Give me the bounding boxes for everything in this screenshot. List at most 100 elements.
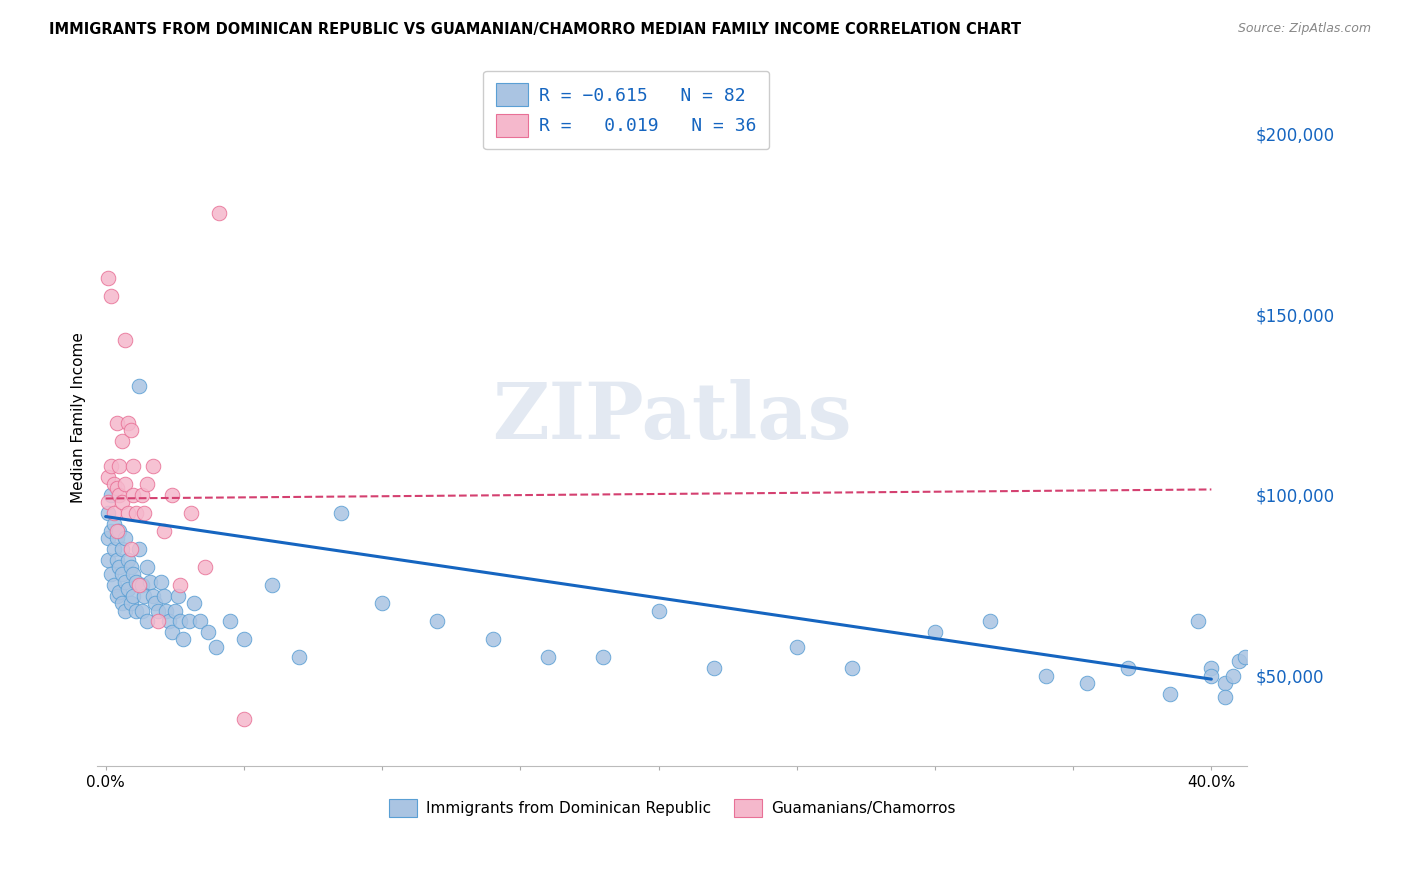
Point: [117, 553, 139, 567]
Point: [1201, 661, 1223, 675]
Point: [131, 488, 153, 502]
Point: [169, 615, 191, 629]
Point: [1076, 675, 1098, 690]
Point: [160, 625, 183, 640]
Point: [100, 524, 122, 538]
Point: [128, 379, 150, 393]
Point: [97, 506, 120, 520]
Point: [111, 567, 134, 582]
Point: [1118, 661, 1140, 675]
Point: [136, 615, 159, 629]
Point: [134, 506, 156, 520]
Point: [180, 506, 202, 520]
Point: [155, 603, 177, 617]
Legend: Immigrants from Dominican Republic, Guamanians/Chamorros: Immigrants from Dominican Republic, Guam…: [382, 791, 963, 824]
Point: [371, 596, 394, 610]
Point: [1159, 687, 1181, 701]
Point: [111, 434, 134, 448]
Point: [97, 553, 120, 567]
Point: [260, 578, 283, 592]
Point: [142, 458, 165, 473]
Point: [105, 481, 128, 495]
Point: [103, 578, 125, 592]
Point: [703, 661, 725, 675]
Text: IMMIGRANTS FROM DOMINICAN REPUBLIC VS GUAMANIAN/CHAMORRO MEDIAN FAMILY INCOME CO: IMMIGRANTS FROM DOMINICAN REPUBLIC VS GU…: [49, 22, 1021, 37]
Text: ZIPatlas: ZIPatlas: [492, 379, 852, 455]
Point: [122, 589, 145, 603]
Point: [103, 477, 125, 491]
Point: [131, 603, 153, 617]
Point: [205, 640, 228, 654]
Point: [152, 524, 174, 538]
Point: [232, 712, 254, 726]
Point: [1187, 615, 1209, 629]
Point: [136, 560, 159, 574]
Point: [108, 458, 131, 473]
Point: [183, 596, 205, 610]
Point: [97, 271, 120, 285]
Point: [1222, 668, 1244, 682]
Point: [114, 603, 136, 617]
Point: [172, 632, 194, 647]
Point: [105, 531, 128, 545]
Point: [100, 488, 122, 502]
Point: [149, 574, 172, 589]
Point: [136, 477, 159, 491]
Point: [169, 578, 191, 592]
Point: [128, 542, 150, 557]
Point: [122, 567, 145, 582]
Point: [100, 289, 122, 303]
Point: [146, 603, 169, 617]
Point: [329, 506, 352, 520]
Point: [134, 589, 156, 603]
Point: [108, 560, 131, 574]
Point: [114, 333, 136, 347]
Point: [111, 495, 134, 509]
Point: [114, 574, 136, 589]
Point: [786, 640, 808, 654]
Point: [592, 650, 614, 665]
Point: [142, 589, 165, 603]
Point: [108, 488, 131, 502]
Point: [111, 596, 134, 610]
Point: [103, 542, 125, 557]
Point: [105, 553, 128, 567]
Point: [288, 650, 311, 665]
Point: [145, 596, 167, 610]
Point: [1213, 675, 1236, 690]
Point: [97, 531, 120, 545]
Point: [114, 477, 136, 491]
Point: [188, 615, 211, 629]
Point: [146, 615, 169, 629]
Point: [111, 542, 134, 557]
Point: [1201, 668, 1223, 682]
Y-axis label: Median Family Income: Median Family Income: [72, 332, 86, 502]
Point: [426, 615, 449, 629]
Point: [166, 589, 188, 603]
Point: [1227, 654, 1250, 668]
Text: Source: ZipAtlas.com: Source: ZipAtlas.com: [1237, 22, 1371, 36]
Point: [177, 615, 200, 629]
Point: [105, 524, 128, 538]
Point: [128, 578, 150, 592]
Point: [120, 560, 142, 574]
Point: [125, 574, 148, 589]
Point: [108, 524, 131, 538]
Point: [1035, 668, 1057, 682]
Point: [157, 615, 180, 629]
Point: [647, 603, 669, 617]
Point: [122, 488, 145, 502]
Point: [117, 506, 139, 520]
Point: [125, 506, 148, 520]
Point: [232, 632, 254, 647]
Point: [120, 423, 142, 437]
Point: [131, 578, 153, 592]
Point: [100, 458, 122, 473]
Point: [194, 560, 217, 574]
Point: [979, 615, 1001, 629]
Point: [208, 206, 231, 220]
Point: [117, 582, 139, 596]
Point: [120, 542, 142, 557]
Point: [105, 416, 128, 430]
Point: [139, 574, 162, 589]
